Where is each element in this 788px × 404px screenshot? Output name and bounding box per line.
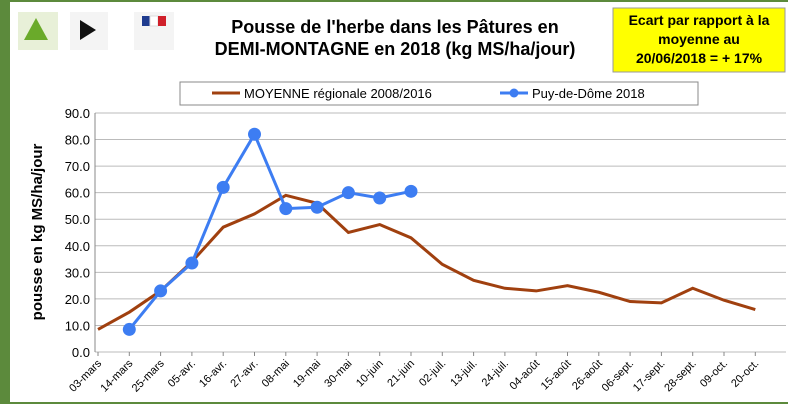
legend-box — [179, 81, 699, 106]
logo — [149, 15, 159, 27]
y-tick-label: 20.0 — [65, 292, 90, 307]
legend-label: MOYENNE régionale 2008/2016 — [244, 86, 432, 101]
legend-marker — [509, 88, 519, 98]
y-tick-label: 0.0 — [72, 345, 90, 360]
logo — [80, 20, 96, 40]
chart-title: DEMI-MONTAGNE en 2018 (kg MS/ha/jour) — [215, 39, 576, 59]
y-tick-label: 50.0 — [65, 212, 90, 227]
annotation-box — [612, 7, 786, 73]
logo — [24, 18, 48, 40]
y-tick-label: 10.0 — [65, 318, 90, 333]
chart-title: Pousse de l'herbe dans les Pâtures en — [231, 17, 558, 37]
point — [373, 191, 387, 205]
legend-label: Puy-de-Dôme 2018 — [532, 86, 645, 101]
logos — [18, 12, 174, 50]
series-line — [97, 193, 756, 331]
y-tick-label: 90.0 — [65, 106, 90, 121]
y-tick-label: 80.0 — [65, 133, 90, 148]
y-tick-label: 30.0 — [65, 265, 90, 280]
annotation: moyenne au — [658, 31, 740, 47]
point — [404, 184, 418, 198]
point — [185, 256, 199, 270]
point — [154, 284, 168, 298]
point — [216, 180, 230, 194]
point — [279, 202, 293, 216]
point — [122, 322, 136, 336]
point — [310, 200, 324, 214]
point — [248, 127, 261, 141]
y-axis-label: pousse en kg MS/ha/jour — [29, 143, 46, 320]
logo — [142, 16, 150, 26]
logo — [158, 16, 166, 26]
annotation: 20/06/2018 = + 17% — [636, 50, 763, 66]
y-tick-label: 40.0 — [65, 239, 90, 254]
y-tick-label: 70.0 — [65, 159, 90, 174]
annotation: Ecart par rapport à la — [629, 12, 770, 28]
series-line — [128, 130, 412, 331]
y-tick-label: 60.0 — [65, 186, 90, 201]
point — [341, 186, 355, 200]
